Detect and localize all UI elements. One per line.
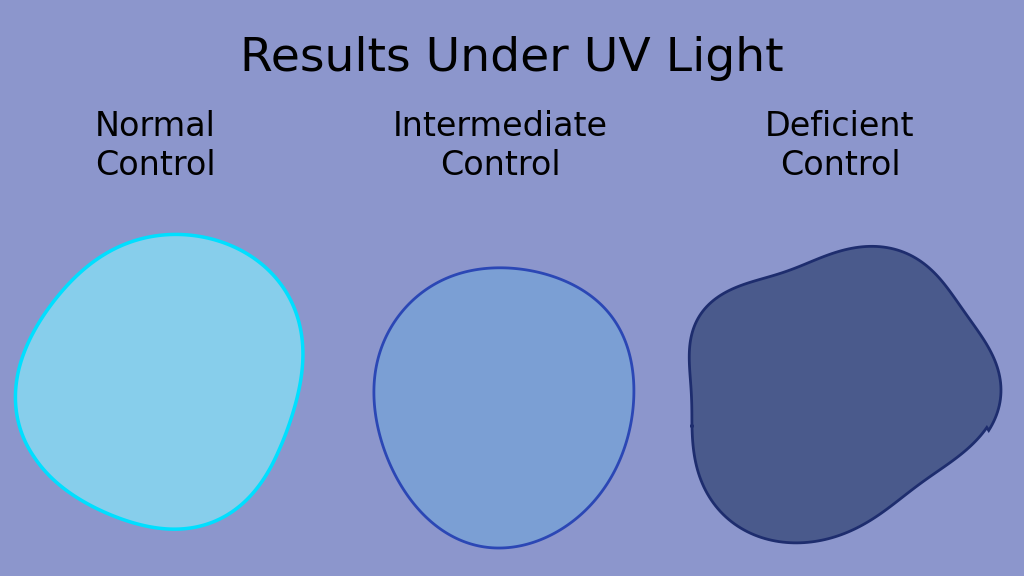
Text: Intermediate
Control: Intermediate Control bbox=[392, 111, 607, 181]
Text: Normal
Control: Normal Control bbox=[94, 111, 215, 181]
Text: Results Under UV Light: Results Under UV Light bbox=[241, 36, 783, 81]
Text: Deficient
Control: Deficient Control bbox=[765, 111, 914, 181]
Polygon shape bbox=[374, 268, 634, 548]
Polygon shape bbox=[689, 247, 1001, 543]
Polygon shape bbox=[15, 234, 303, 529]
